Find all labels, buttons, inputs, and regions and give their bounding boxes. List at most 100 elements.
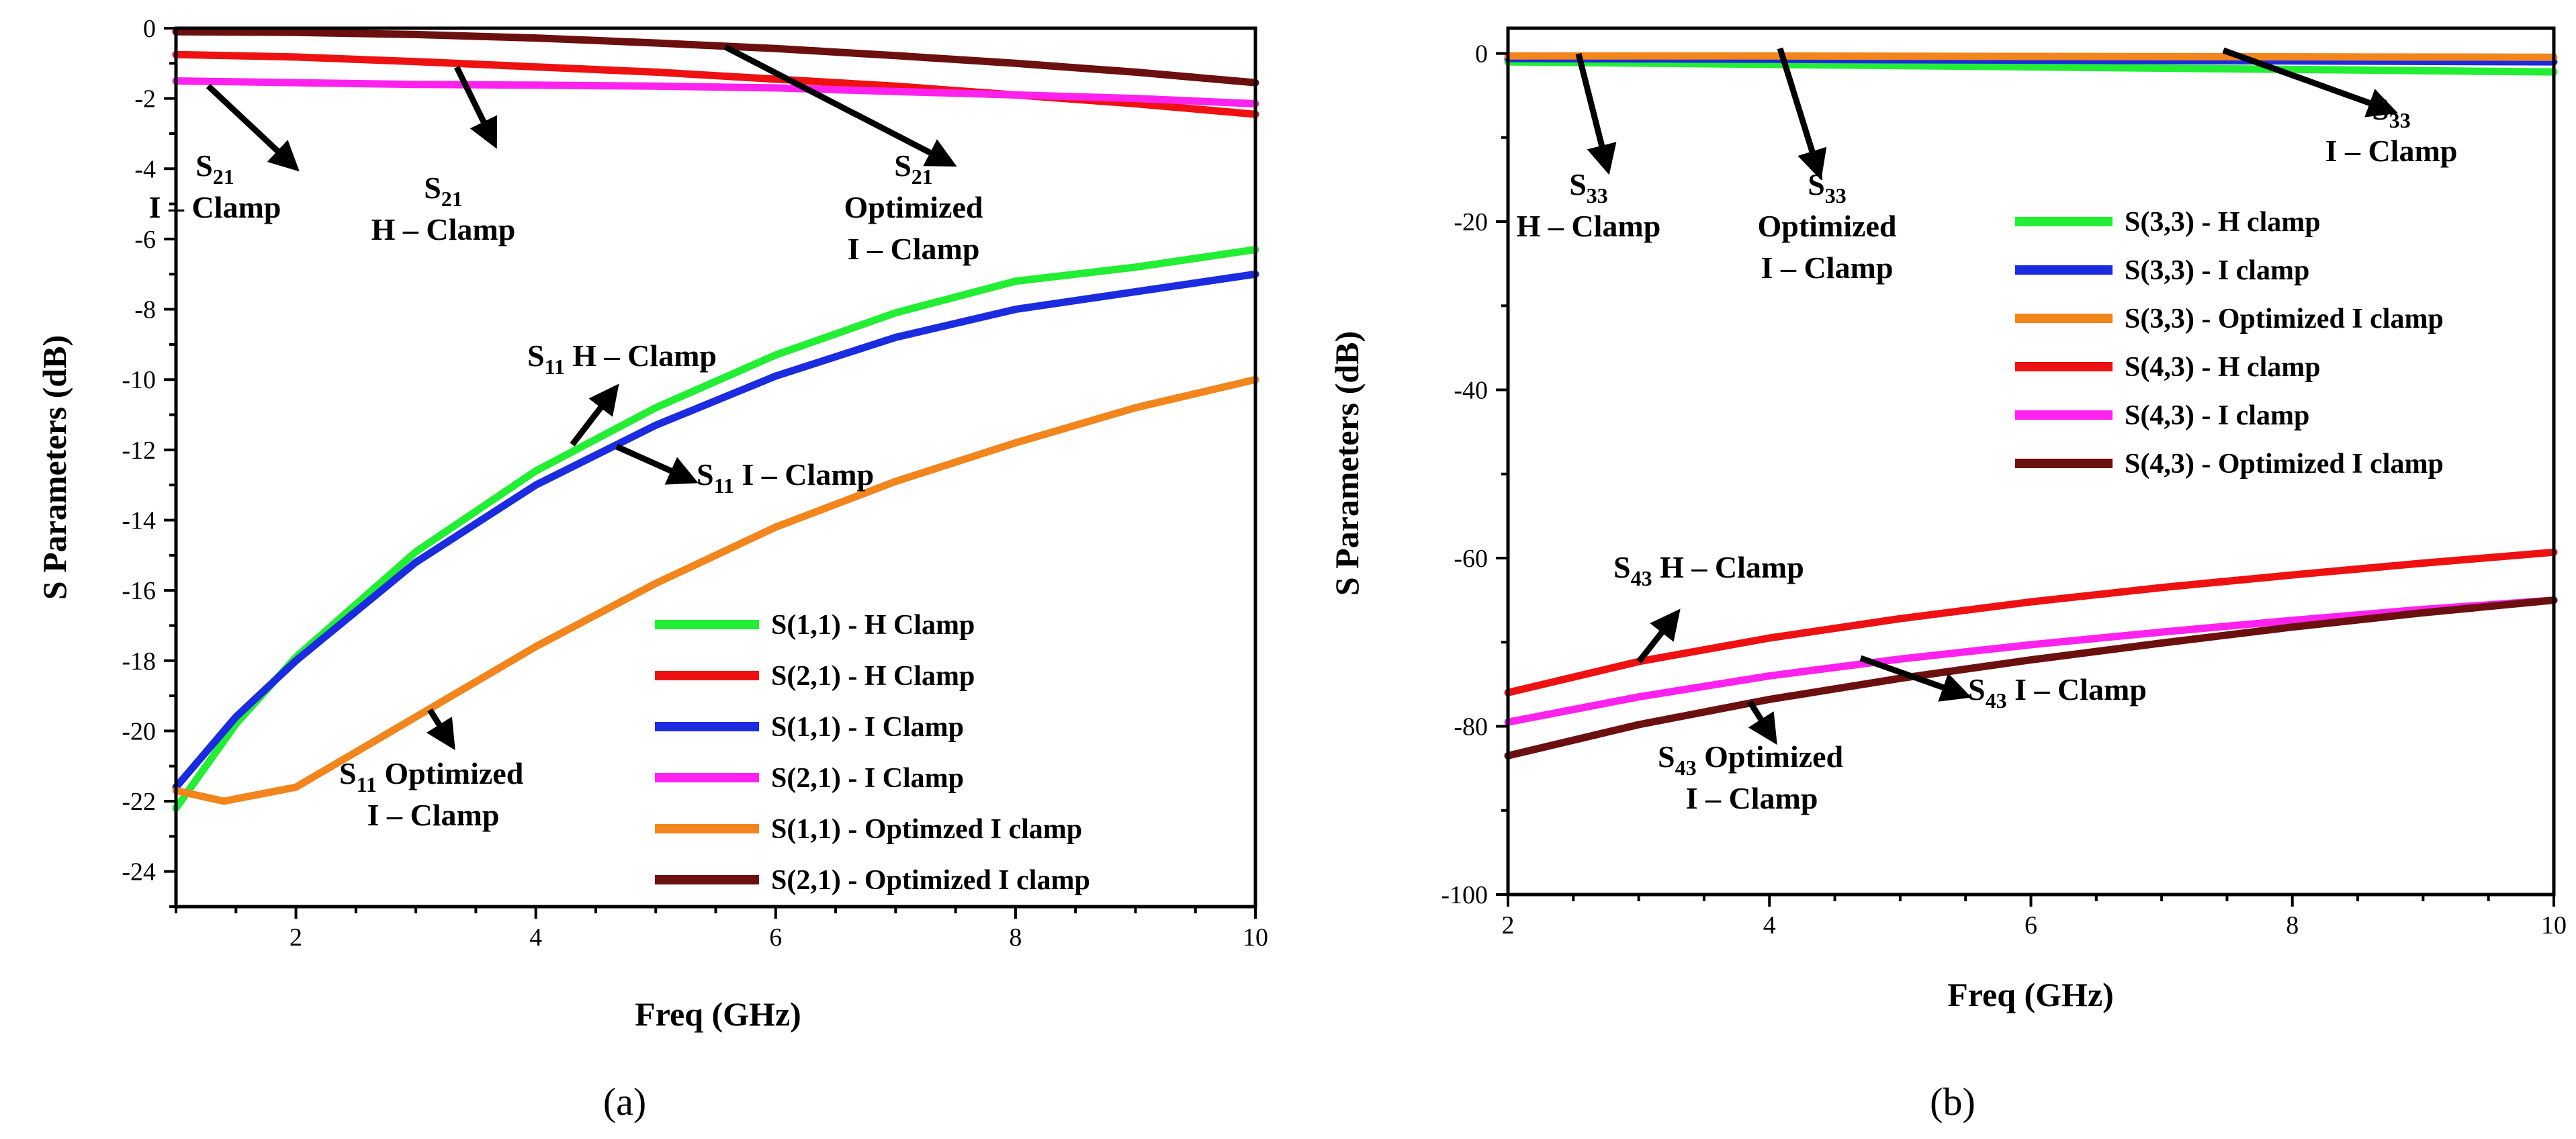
- series-line: [1504, 58, 2558, 76]
- legend-label: S(3,3) - I clamp: [2125, 255, 2309, 286]
- x-tick-label: 8: [2286, 911, 2299, 940]
- y-tick-label: -2: [134, 85, 156, 113]
- annotation-symbol: S: [1968, 672, 1986, 707]
- legend-label: S(1,1) - H Clamp: [771, 610, 975, 641]
- series-line: [172, 77, 1259, 107]
- annotation-subscript: 21: [213, 165, 234, 189]
- y-tick-label: -20: [1454, 208, 1488, 236]
- legend-label: S(2,1) - H Clamp: [771, 661, 975, 692]
- panel-b-label: (b): [1930, 1080, 1975, 1124]
- annotation-label: S33: [2372, 92, 2411, 132]
- annotation-label: S33: [1569, 167, 1608, 208]
- annotation-symbol: S: [339, 756, 357, 790]
- x-tick-label: 6: [2025, 911, 2037, 940]
- x-tick-label: 8: [1009, 923, 1022, 952]
- annotation-symbol: S: [2372, 92, 2389, 126]
- y-tick-label: -8: [134, 296, 156, 324]
- annotation-label: S43 Optimized: [1658, 739, 1843, 780]
- legend-label: S(4,3) - Optimized I clamp: [2125, 449, 2444, 480]
- legend-label: S(4,3) - H clamp: [2125, 352, 2321, 383]
- series-line: [172, 28, 1259, 87]
- annotation-arrow: [206, 83, 300, 172]
- y-tick-label: -4: [134, 155, 156, 183]
- panel-a-tick-labels: 2 4 6 8 10 0 -2 -4 -6 -8 -10 -12 -14 -16 -18 -20 -22 -24: [122, 15, 1268, 952]
- legend-label: S(2,1) - I Clamp: [771, 763, 964, 794]
- annotation-arrow: [2222, 47, 2399, 118]
- series-line: [1504, 596, 2558, 726]
- series-line: [172, 375, 1259, 805]
- annotation-arrow: [1575, 52, 1617, 175]
- panel-b-legend: S(3,3) - H clamp S(3,3) - I clamp S(3,3) -…: [2015, 207, 2444, 480]
- annotation-arrow: [426, 708, 455, 751]
- annotation-symbol: S: [697, 457, 714, 492]
- annotation-subscript: 11: [714, 473, 734, 498]
- series-line: [172, 270, 1259, 791]
- annotation-symbol: S: [1613, 550, 1631, 584]
- panel-a-x-axis-label: Freq (GHz): [635, 995, 801, 1033]
- panel-b-x-axis-label: Freq (GHz): [1947, 976, 2114, 1013]
- annotation-label: S11 Optimized: [339, 756, 524, 796]
- annotation-text: Optimized: [377, 756, 524, 790]
- y-tick-label: -24: [122, 858, 156, 886]
- annotation-line: I – Clamp: [1686, 781, 1818, 815]
- annotation-subscript: 43: [1675, 756, 1697, 780]
- y-tick-label: -100: [1441, 881, 1488, 909]
- annotation-symbol: S: [195, 148, 213, 183]
- annotation-symbol: S: [1658, 739, 1675, 774]
- y-tick-label: -14: [122, 506, 156, 535]
- annotation-arrow: [1747, 700, 1777, 745]
- annotation-line: I – Clamp: [2325, 134, 2458, 168]
- annotation-line: Optimized: [844, 190, 983, 224]
- panel-a-legend: S(1,1) - H Clamp S(2,1) - H Clamp S(1,1) -…: [655, 610, 1090, 896]
- annotation-line: H – Clamp: [1517, 209, 1661, 243]
- annotation-text: Optimized: [1697, 739, 1844, 774]
- annotation-label: S21: [894, 148, 933, 189]
- annotation-arrow: [1636, 608, 1681, 664]
- panel-b-tick-labels: 2 4 6 8 10 0 -20 -40 -60 -80 -100: [1441, 40, 2567, 940]
- annotation-subscript: 11: [357, 772, 377, 796]
- panel-a-label: (a): [603, 1080, 646, 1124]
- x-tick-label: 2: [290, 923, 302, 952]
- annotation-label: S21: [424, 171, 463, 211]
- series-line: [1504, 596, 2558, 760]
- annotation-arrow: [570, 383, 619, 447]
- series-line: [1504, 548, 2558, 696]
- annotation-symbol: S: [1569, 167, 1587, 201]
- annotation-text: I – Clamp: [2007, 672, 2147, 707]
- annotation-subscript: 33: [2389, 108, 2411, 132]
- y-tick-label: -18: [122, 647, 156, 676]
- chart-panel-a: 2 4 6 8 100-2-4-6-8-10-12-14-16-18-20-22-24 …: [36, 15, 1268, 1124]
- y-tick-label: -12: [122, 437, 156, 465]
- annotation-arrow: [615, 443, 699, 485]
- annotation-arrow: [1859, 655, 1972, 702]
- annotation-arrow: [723, 44, 957, 167]
- y-tick-label: -16: [122, 577, 156, 605]
- annotation-subscript: 11: [545, 355, 565, 379]
- y-tick-label: -22: [122, 788, 156, 816]
- annotation-line: I – Clamp: [1761, 250, 1894, 285]
- annotation-line: Optimized: [1758, 209, 1897, 243]
- annotation-subscript: 43: [1631, 566, 1652, 590]
- annotation-text: H – Clamp: [1652, 550, 1804, 584]
- chart-panel-b: 2 4 6 8 10 0 -20 -40 -60 -80 -100 Freq (GHz) S Par…: [1328, 26, 2567, 1124]
- y-tick-label: -60: [1454, 545, 1488, 573]
- panel-b-y-axis-label: S Parameters (dB): [1328, 331, 1366, 596]
- annotation-subscript: 33: [1825, 183, 1847, 208]
- annotation-subscript: 33: [1587, 183, 1608, 208]
- y-tick-label: -80: [1454, 713, 1488, 741]
- x-tick-label: 4: [1763, 911, 1776, 940]
- y-tick-label: -6: [134, 226, 156, 254]
- panel-a-ticks: [164, 27, 1257, 919]
- legend-label: S(2,1) - Optimized I clamp: [771, 865, 1090, 896]
- annotation-subscript: 21: [441, 187, 463, 211]
- series-line: [1504, 52, 2558, 61]
- annotation-line: I – Clamp: [848, 232, 980, 266]
- annotation-subscript: 21: [912, 165, 933, 189]
- legend-label: S(3,3) - Optimized I clamp: [2125, 304, 2444, 334]
- annotation-label: S21: [195, 148, 234, 189]
- y-tick-label: 0: [143, 15, 156, 43]
- y-tick-label: -10: [122, 366, 156, 394]
